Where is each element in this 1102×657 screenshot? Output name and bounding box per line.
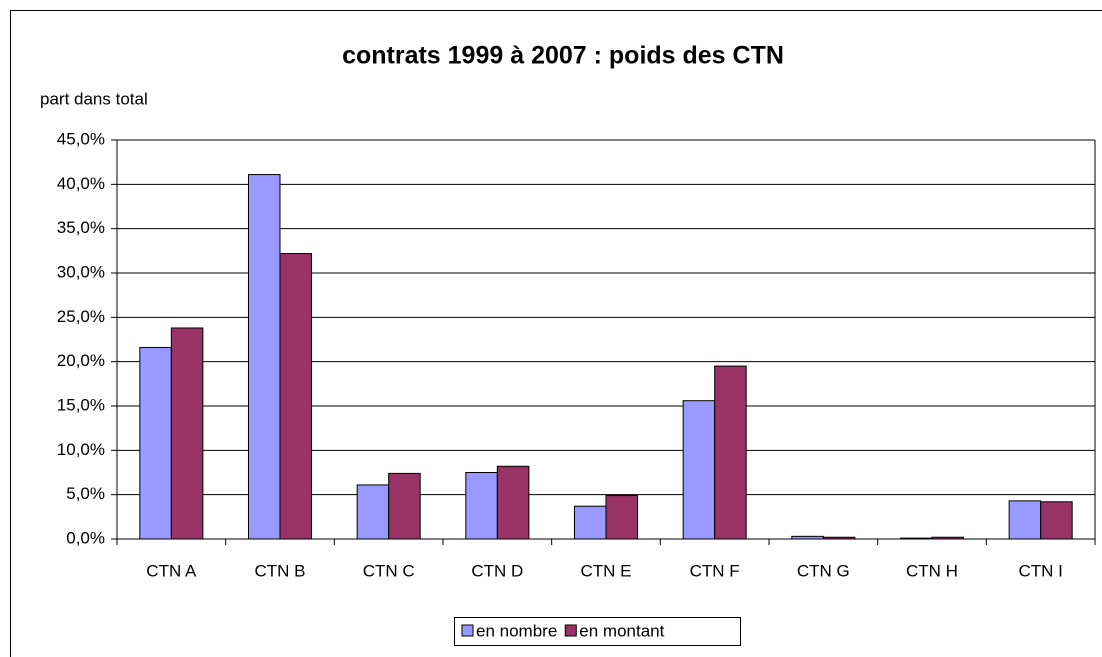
bar xyxy=(573,505,607,540)
legend-swatch xyxy=(461,624,474,637)
x-tick-label: CTN H xyxy=(906,561,958,580)
bar xyxy=(356,484,390,540)
x-tick-label: CTN G xyxy=(797,561,850,580)
legend-label: en nombre xyxy=(476,621,557,640)
x-tick-label: CTN A xyxy=(146,561,197,580)
x-tick-label: CTN B xyxy=(255,561,306,580)
bar xyxy=(1040,501,1073,540)
y-tick-label: 30,0% xyxy=(57,262,105,281)
bar xyxy=(1008,500,1042,540)
x-tick-label: CTN I xyxy=(1018,561,1062,580)
x-tick-label: CTN E xyxy=(581,561,632,580)
bar xyxy=(388,472,421,540)
y-tick-label: 0,0% xyxy=(66,528,105,547)
bar xyxy=(279,252,313,540)
legend-swatch xyxy=(564,624,577,637)
bar xyxy=(605,495,639,540)
y-tick-label: 10,0% xyxy=(57,440,105,459)
x-tick-label: CTN D xyxy=(471,561,523,580)
legend-box xyxy=(454,617,741,646)
y-tick-label: 40,0% xyxy=(57,174,105,193)
bar xyxy=(714,365,747,540)
bar xyxy=(496,465,530,540)
y-axis-label: part dans total xyxy=(40,89,148,108)
y-tick-label: 25,0% xyxy=(57,307,105,326)
y-tick-label: 45,0% xyxy=(57,129,105,148)
y-tick-label: 15,0% xyxy=(57,395,105,414)
y-tick-label: 35,0% xyxy=(57,218,105,237)
bar xyxy=(682,400,716,540)
legend-label: en montant xyxy=(579,621,664,640)
x-tick-label: CTN F xyxy=(690,561,740,580)
chart-title: contrats 1999 à 2007 : poids des CTN xyxy=(342,42,784,70)
bar xyxy=(170,327,204,540)
y-tick-label: 5,0% xyxy=(66,484,105,503)
y-tick-label: 20,0% xyxy=(57,351,105,370)
x-tick-label: CTN C xyxy=(363,561,415,580)
bar xyxy=(139,346,172,540)
bar xyxy=(465,472,498,540)
bar xyxy=(247,174,281,540)
